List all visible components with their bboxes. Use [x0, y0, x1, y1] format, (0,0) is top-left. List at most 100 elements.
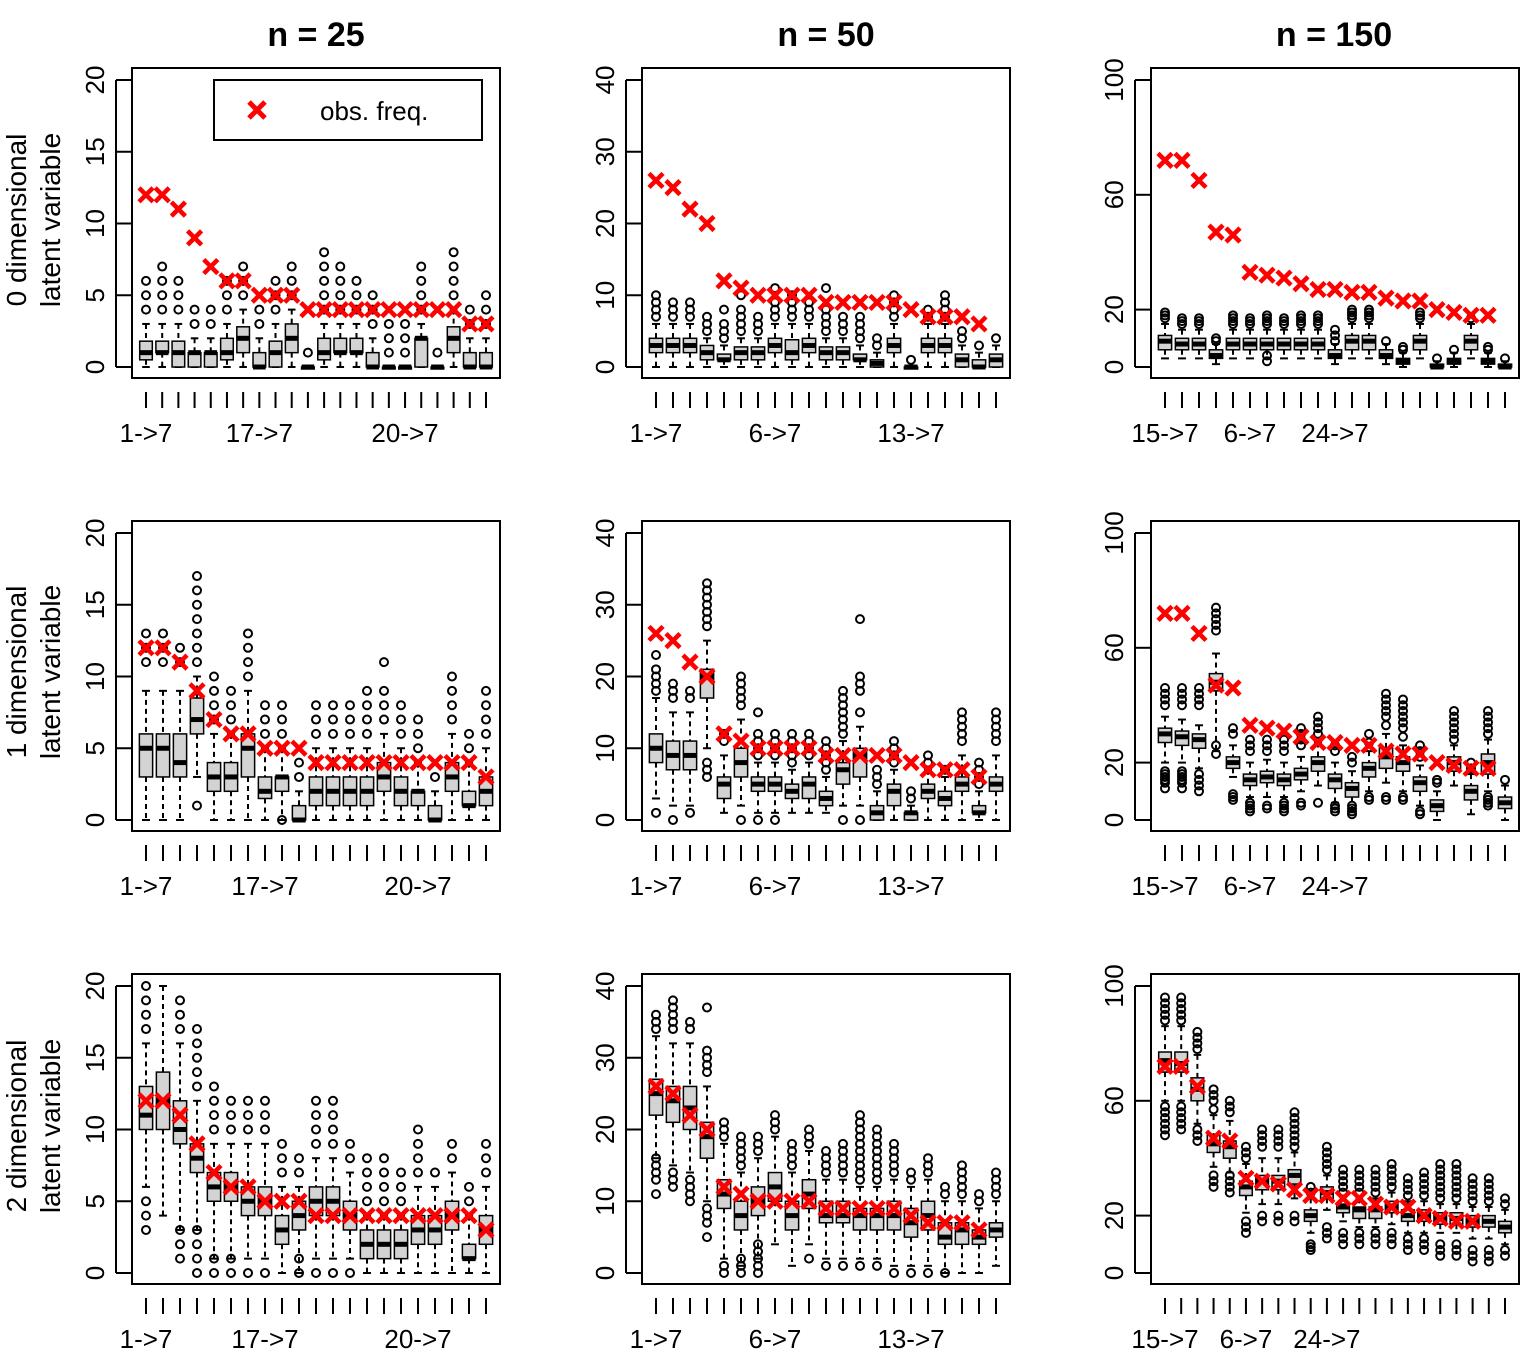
- outlier-point: [1240, 1153, 1251, 1164]
- obs-cross-b: [1360, 736, 1378, 754]
- outlier-point: [448, 261, 459, 272]
- box-17: [410, 714, 426, 821]
- obs-cross-b: [154, 639, 172, 657]
- outlier-point: [1451, 1187, 1462, 1198]
- obs-freq-point: [715, 1178, 733, 1196]
- obs-cross-b: [800, 286, 818, 304]
- outlier-point: [1313, 723, 1323, 734]
- outlier-point: [294, 1268, 304, 1278]
- outlier-point: [413, 714, 423, 725]
- box-16: [393, 700, 409, 821]
- outlier-point: [1483, 1184, 1494, 1195]
- outlier-point: [238, 290, 249, 301]
- y-tick-label: 10: [590, 1187, 620, 1216]
- box-18: [414, 261, 429, 368]
- outlier-point: [1289, 1216, 1300, 1227]
- outlier-point: [379, 1153, 389, 1164]
- box-14: [359, 1153, 375, 1274]
- obs-cross-b: [851, 746, 869, 765]
- outlier-point: [226, 1124, 236, 1135]
- outlier-point: [1354, 1170, 1365, 1181]
- obs-cross-b: [749, 1192, 767, 1210]
- obs-freq-point: [715, 272, 733, 290]
- outlier-point: [1257, 1216, 1268, 1227]
- obs-cross-b: [1302, 1186, 1320, 1205]
- panels: 0 5 10 15 20 1->7 17->7 20->7 obs. freq. 0 10 20 30 4…: [80, 58, 1520, 1354]
- obs-cross-b: [1462, 759, 1480, 777]
- outlier-point: [1228, 723, 1238, 734]
- obs-freq-point: [766, 1192, 784, 1210]
- obs-cross-b: [324, 1207, 342, 1225]
- outlier-point: [1321, 1147, 1332, 1158]
- outlier-point: [1211, 602, 1221, 613]
- obs-cross-b: [256, 1192, 274, 1210]
- obs-cross-b: [1383, 1198, 1401, 1216]
- y-tick-label: 20: [1099, 748, 1129, 777]
- obs-freq-point: [749, 286, 767, 304]
- outlier-point: [889, 1268, 899, 1278]
- box-12: [835, 311, 851, 368]
- outlier-point: [651, 1009, 661, 1020]
- outlier-point: [1435, 1158, 1446, 1169]
- outlier-point: [1381, 336, 1391, 347]
- box-6: [733, 290, 749, 368]
- obs-freq-point: [1445, 756, 1463, 775]
- outlier-point: [1435, 1181, 1446, 1192]
- obs-freq-point: [1343, 736, 1361, 754]
- obs-cross-b: [1399, 1198, 1417, 1216]
- outlier-point: [753, 707, 763, 718]
- obs-cross-b: [715, 1178, 733, 1196]
- outlier-point: [1262, 800, 1272, 811]
- outlier-point: [1257, 1210, 1268, 1221]
- legend-label: obs. freq.: [320, 96, 428, 126]
- outlier-point: [736, 1131, 746, 1142]
- outlier-point: [1208, 1176, 1219, 1187]
- obs-cross-b: [885, 293, 903, 312]
- outlier-point: [413, 728, 423, 739]
- outlier-point: [226, 1095, 236, 1106]
- outlier-point: [1296, 310, 1306, 321]
- outlier-point: [1176, 1113, 1187, 1124]
- obs-freq-point: [715, 725, 733, 743]
- obs-freq-point: [1462, 759, 1480, 777]
- obs-cross-b: [681, 200, 699, 218]
- obs-freq-point: [1207, 676, 1225, 694]
- obs-cross-b: [1275, 269, 1293, 287]
- obs-freq-point: [290, 739, 308, 757]
- obs-freq-point: [205, 1163, 223, 1182]
- obs-cross-b: [647, 171, 665, 190]
- outlier-point: [1451, 1245, 1462, 1256]
- obs-freq-point: [1302, 1186, 1320, 1205]
- panel-2-2: 0 10 20 30 40 1->7 6->7 13->7: [590, 519, 1011, 901]
- outlier-point: [277, 714, 287, 725]
- obs-freq-point: [783, 1192, 801, 1210]
- box-9: [784, 1138, 800, 1267]
- obs-cross-b: [1285, 1181, 1304, 1199]
- outlier-point: [872, 764, 882, 775]
- outlier-point: [328, 1268, 338, 1278]
- obs-cross-b: [426, 754, 444, 772]
- obs-cross-b: [428, 301, 447, 319]
- obs-freq-point: [1334, 1189, 1352, 1207]
- outlier-point: [254, 318, 265, 329]
- outlier-point: [1364, 728, 1374, 739]
- box-iqr: [155, 733, 171, 778]
- obs-cross-b: [953, 308, 971, 326]
- outlier-point: [430, 1167, 440, 1178]
- outlier-point: [1160, 1130, 1170, 1141]
- column-title-n50: n = 50: [777, 16, 874, 54]
- box-22: [1497, 1193, 1513, 1261]
- obs-cross-b: [1428, 301, 1446, 319]
- obs-freq-point: [1445, 303, 1463, 322]
- outlier-point: [1338, 1239, 1349, 1250]
- box-6: [1238, 1141, 1254, 1238]
- box-7: [1259, 734, 1275, 814]
- box-7: [750, 311, 766, 368]
- box-21: [462, 304, 477, 370]
- box-15: [886, 736, 902, 821]
- outlier-point: [311, 1124, 321, 1135]
- x-tick-label: 20->7: [371, 418, 438, 448]
- outlier-point: [906, 354, 916, 365]
- obs-freq-point: [834, 746, 852, 765]
- obs-cross-b: [715, 725, 733, 743]
